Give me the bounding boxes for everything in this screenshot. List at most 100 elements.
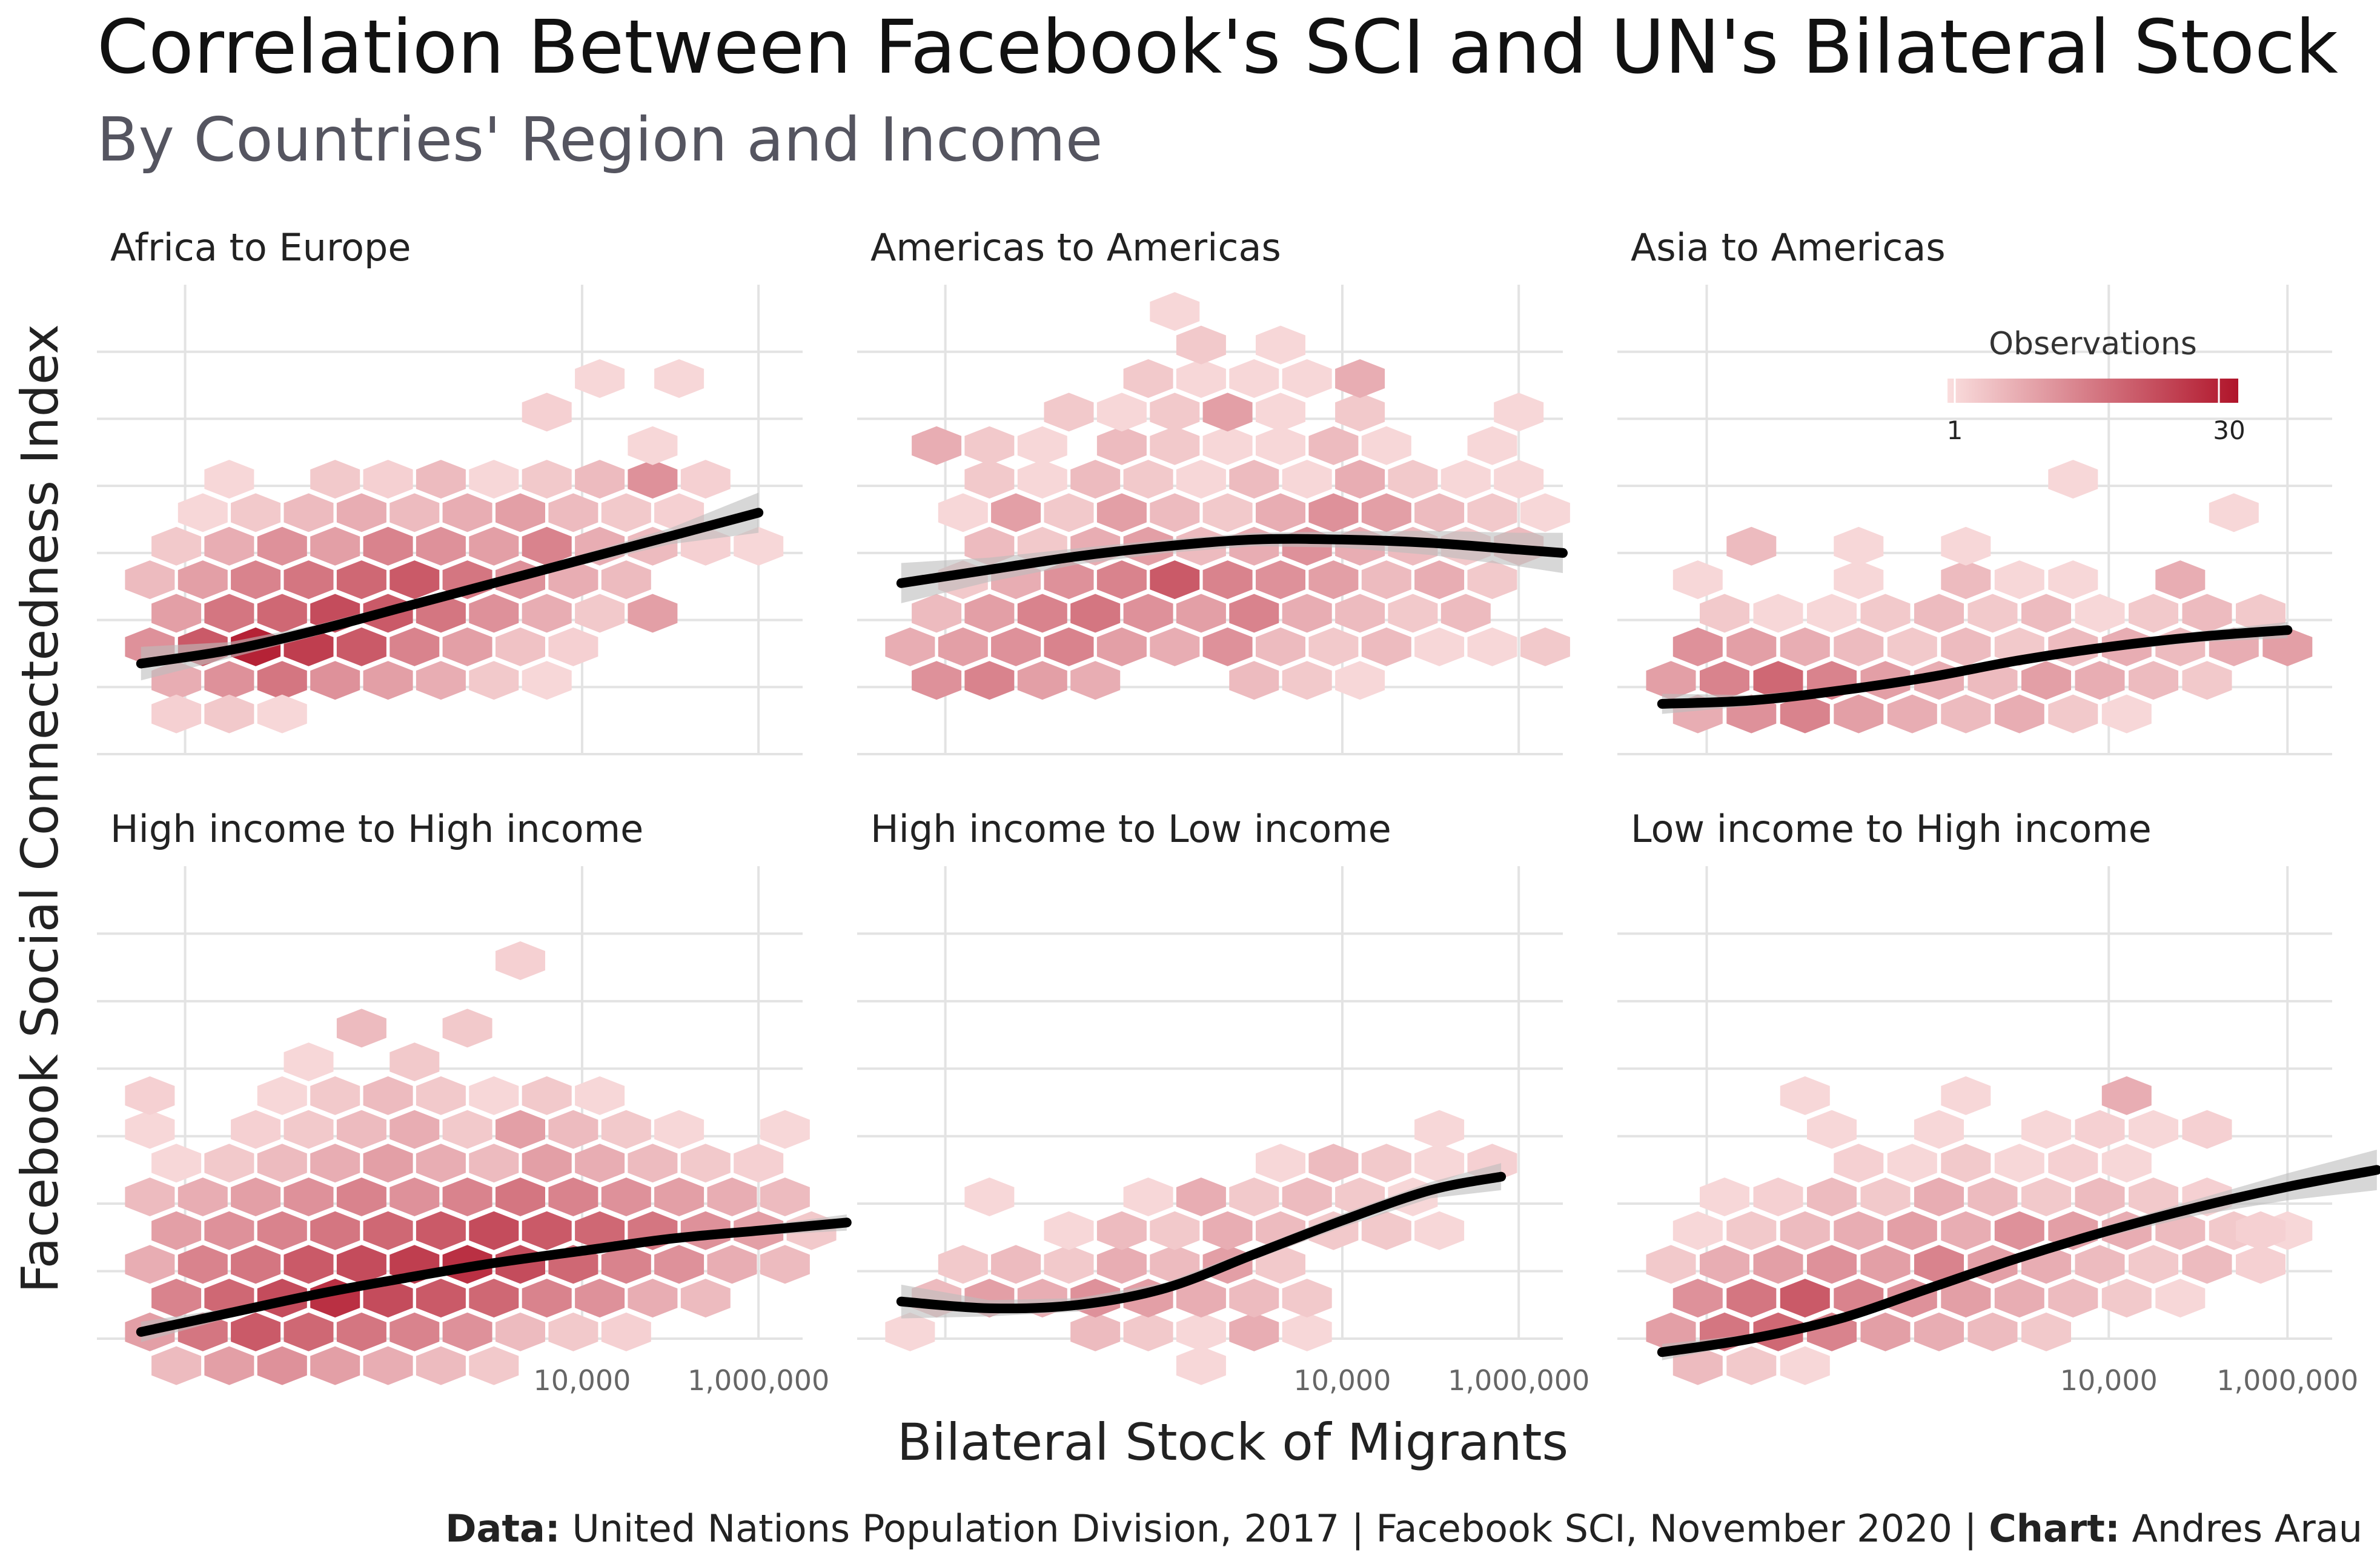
- hexbin-cell: [2101, 1076, 2152, 1115]
- hexbin-cell: [2075, 1110, 2125, 1149]
- hexbin-cell: [1646, 1312, 1696, 1351]
- hexbin-cell: [336, 1178, 386, 1216]
- hexbin-cell: [151, 1144, 202, 1183]
- hexbin-cell: [1256, 1245, 1305, 1284]
- hexbin-cell: [1414, 1110, 1465, 1149]
- hexbin-cell: [1887, 1144, 1937, 1183]
- hexbin-cell: [1780, 1076, 1830, 1115]
- hexbin-cell: [204, 1346, 254, 1385]
- hexbin-cell: [707, 1178, 757, 1216]
- hexbin-cell: [1914, 1110, 1964, 1149]
- hexbin-cell: [1256, 393, 1305, 432]
- hexbin-cell: [2182, 1245, 2232, 1284]
- hexbin-cell: [1672, 560, 1723, 600]
- caption-data-label: Data:: [445, 1506, 560, 1551]
- hexbin-cell: [1700, 1178, 1749, 1216]
- hexbin-cell: [1150, 1211, 1200, 1250]
- hexbin-cell: [1941, 1211, 1991, 1250]
- hexbin-cell: [548, 1110, 598, 1149]
- hexbin-cell: [125, 1076, 175, 1115]
- hexbin-cell: [1494, 393, 1544, 432]
- hexbin-cell: [363, 1346, 413, 1385]
- hexbin-cell: [496, 627, 545, 666]
- hexbin-cell: [2021, 1110, 2071, 1149]
- hexbin-cell: [2048, 694, 2098, 734]
- panel-1: Africa to Europe: [97, 225, 803, 755]
- hexbin-cell: [654, 359, 704, 398]
- hexbin-cell: [1044, 493, 1094, 532]
- hexbin-cell: [1467, 493, 1517, 532]
- hexbin-cell: [125, 1110, 175, 1149]
- confidence-ribbon: [901, 531, 1563, 603]
- hexbin-cell: [575, 594, 625, 633]
- hexbin-cell: [1361, 1211, 1411, 1250]
- hexbin-cell: [1834, 694, 1884, 734]
- hexbin-cell: [416, 661, 466, 700]
- hexbin-cell: [1229, 1279, 1279, 1318]
- hexbin-cell: [1123, 594, 1173, 633]
- hexbin-cell: [496, 493, 545, 532]
- hexbin-cell: [1726, 627, 1777, 666]
- hexbin-cell: [336, 1009, 386, 1048]
- hexbin-cell: [2182, 1110, 2232, 1149]
- hexbin-cell: [1176, 1279, 1226, 1318]
- hexbin-cell: [628, 594, 678, 633]
- hexbin-cell: [1887, 1211, 1937, 1250]
- hexbin-cell: [1807, 594, 1857, 633]
- hexbin-cell: [548, 1178, 598, 1216]
- hexbin-cell: [1834, 526, 1884, 566]
- hexbin-cell: [1914, 594, 1964, 633]
- hexbin-cell: [964, 526, 1015, 566]
- hexbin-cell: [601, 1312, 651, 1351]
- hexbin-cell: [1202, 426, 1253, 465]
- hexbin-cell: [1256, 560, 1305, 600]
- hexbin-cell: [1017, 460, 1067, 499]
- hexbin-cell: [389, 1110, 440, 1149]
- hexbin-cell: [1834, 627, 1884, 666]
- hexbin-cell: [1887, 694, 1937, 734]
- caption-chart-label: Chart:: [1989, 1506, 2120, 1551]
- hexbin-cell: [283, 1110, 334, 1149]
- hexbin-cell: [231, 493, 281, 532]
- hexbin-cell: [1467, 560, 1517, 600]
- hexbin-cell: [310, 1211, 360, 1250]
- hexbin-cell: [601, 493, 651, 532]
- hexbin-cell: [2048, 1144, 2098, 1183]
- legend-min-label: 1: [1947, 416, 1963, 445]
- hexbin-cell: [1967, 594, 2018, 633]
- hexbin-cell: [964, 661, 1015, 700]
- hexbin-cell: [1096, 493, 1147, 532]
- hexbin-cell: [1700, 1245, 1749, 1284]
- hexbin-cell: [416, 1211, 466, 1250]
- hexbin-cell: [125, 1178, 175, 1216]
- hexbin-cell: [1308, 627, 1359, 666]
- hexbin-cell: [389, 1178, 440, 1216]
- hexbin-cell: [310, 661, 360, 700]
- caption-chart-text: Andres Arau: [2120, 1506, 2362, 1551]
- caption: Data: United Nations Population Division…: [445, 1506, 2362, 1551]
- hexbin-cell: [177, 1178, 228, 1216]
- hexbin-cell: [2209, 493, 2259, 532]
- hexbin-cell: [522, 393, 572, 432]
- hexbin-cell: [1646, 661, 1696, 700]
- hexbin-cell: [522, 526, 572, 566]
- hexbin-cell: [1096, 1211, 1147, 1250]
- hexbin-cell: [601, 1110, 651, 1149]
- hexbin-cell: [938, 1245, 988, 1284]
- panel-5: High income to Low income 10,000 1,000,000: [857, 807, 1589, 1397]
- hexbin-cell: [1414, 493, 1465, 532]
- hexbin-cell: [442, 627, 492, 666]
- hexbin-cell: [1726, 526, 1777, 566]
- hexbin-cell: [1176, 1346, 1226, 1385]
- facet-title: High income to Low income: [870, 807, 1391, 851]
- hexbin-cell: [469, 1211, 519, 1250]
- hexbin-cell: [1994, 1144, 2044, 1183]
- hexbin-cell: [1150, 292, 1200, 331]
- hexbin-cell: [469, 460, 519, 499]
- hexbin-cell: [1282, 460, 1332, 499]
- hexbin-cell: [1753, 661, 1803, 700]
- hexbin-cell: [1308, 426, 1359, 465]
- hexbin-cell: [283, 560, 334, 600]
- panel-4: High income to High income 10,000 1,000,00…: [97, 807, 852, 1397]
- hexbin-cell: [1044, 1245, 1094, 1284]
